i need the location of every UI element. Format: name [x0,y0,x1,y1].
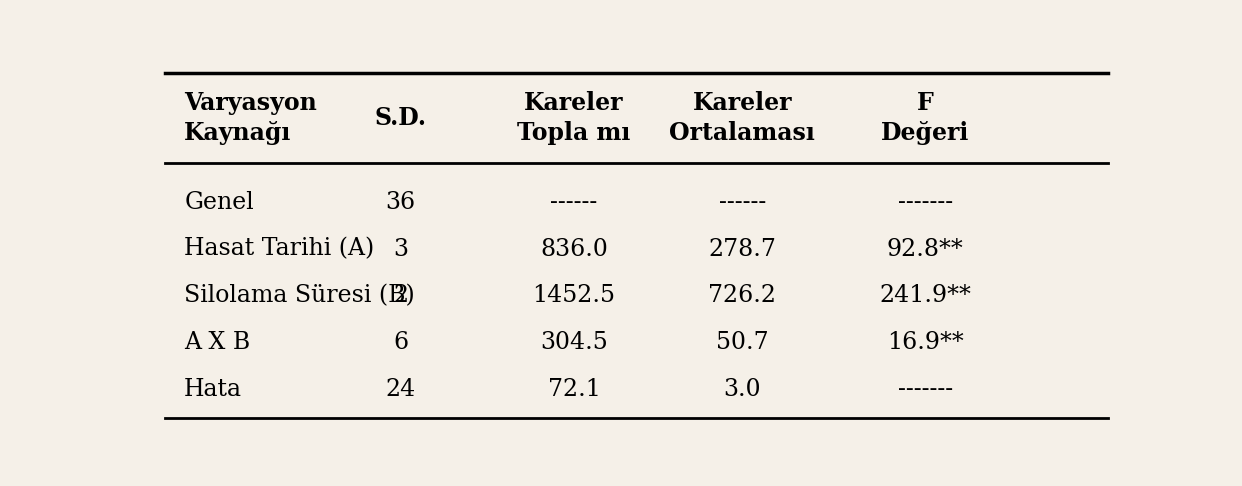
Text: 36: 36 [385,191,416,214]
Text: 278.7: 278.7 [708,238,776,260]
Text: 304.5: 304.5 [540,331,607,354]
Text: F
Değeri: F Değeri [881,91,970,145]
Text: S.D.: S.D. [375,106,427,130]
Text: 92.8**: 92.8** [887,238,964,260]
Text: Kareler
Ortalaması: Kareler Ortalaması [669,91,815,145]
Text: Silolama Süresi (B): Silolama Süresi (B) [184,284,415,308]
Text: A X B: A X B [184,331,251,354]
Text: Hasat Tarihi (A): Hasat Tarihi (A) [184,238,374,260]
Text: Kareler
Topla mı: Kareler Topla mı [517,91,631,145]
Text: 3: 3 [394,238,409,260]
Text: ------: ------ [550,191,597,214]
Text: Varyasyon
Kaynağı: Varyasyon Kaynağı [184,91,317,145]
Text: -------: ------- [898,378,953,401]
Text: 72.1: 72.1 [548,378,600,401]
Text: 3.0: 3.0 [724,378,761,401]
Text: 16.9**: 16.9** [887,331,964,354]
Text: ------: ------ [719,191,766,214]
Text: 836.0: 836.0 [540,238,607,260]
Text: 726.2: 726.2 [708,284,776,308]
Text: Hata: Hata [184,378,242,401]
Text: Genel: Genel [184,191,253,214]
Text: 24: 24 [385,378,416,401]
Text: 50.7: 50.7 [717,331,769,354]
Text: -------: ------- [898,191,953,214]
Text: 6: 6 [394,331,409,354]
Text: 1452.5: 1452.5 [533,284,616,308]
Text: 2: 2 [394,284,409,308]
Text: 241.9**: 241.9** [879,284,971,308]
